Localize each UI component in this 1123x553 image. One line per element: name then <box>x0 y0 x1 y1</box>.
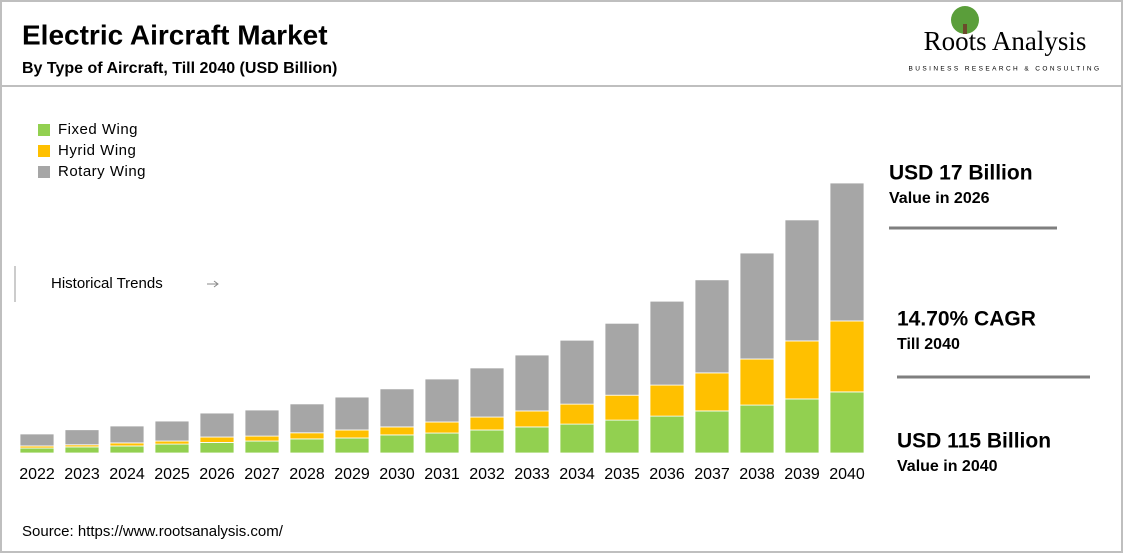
bar-segment <box>199 442 235 454</box>
bar-segment <box>289 403 325 434</box>
bar-segment <box>559 423 595 454</box>
logo-tree <box>951 6 979 34</box>
bar-segment <box>199 436 235 443</box>
x-tick-label: 2023 <box>64 466 100 483</box>
legend-swatch <box>38 124 50 136</box>
bar-segment <box>514 354 550 412</box>
bar-segment <box>289 438 325 454</box>
bar-segment <box>514 410 550 428</box>
bar-segment <box>514 426 550 454</box>
bar-segment <box>694 372 730 412</box>
bar-segment <box>829 182 865 322</box>
bar-segment <box>154 443 190 454</box>
annotation: Value in 2026 <box>889 190 990 207</box>
bar-segment <box>424 421 460 434</box>
x-tick-label: 2026 <box>199 466 235 483</box>
logo-trunk <box>963 24 967 34</box>
x-tick-label: 2038 <box>739 466 775 483</box>
bar-segment <box>604 322 640 396</box>
bar-segment <box>649 300 685 386</box>
bar-segment <box>829 320 865 393</box>
bar-segment <box>469 367 505 418</box>
bar-segment <box>334 429 370 439</box>
x-tick-label: 2033 <box>514 466 550 483</box>
logo-name: Roots Analysis <box>924 26 1087 56</box>
bar-segment <box>469 416 505 431</box>
bar-segment <box>379 388 415 428</box>
bar-segment <box>469 429 505 454</box>
x-tick-label: 2030 <box>379 466 415 483</box>
annotation: USD 115 Billion <box>897 430 1051 453</box>
annotation: USD 17 Billion <box>889 162 1033 185</box>
bar-segment <box>289 432 325 440</box>
bar-segment <box>334 396 370 431</box>
bar-segment <box>64 446 100 454</box>
x-tick-label: 2025 <box>154 466 190 483</box>
legend-label: Hyrid Wing <box>58 142 136 159</box>
bar-segment <box>424 432 460 454</box>
bar-segment <box>109 442 145 447</box>
bar-segment <box>604 419 640 454</box>
bar-segment <box>559 403 595 425</box>
bar-segment <box>694 410 730 454</box>
bar-segment <box>154 440 190 445</box>
bar-segment <box>379 434 415 454</box>
logo-tagline: BUSINESS RESEARCH & CONSULTING <box>909 66 1102 73</box>
x-tick-label: 2034 <box>559 466 595 483</box>
bar-segment <box>649 415 685 454</box>
x-tick-label: 2035 <box>604 466 640 483</box>
bar-segment <box>244 435 280 442</box>
period-label: Historical Trends <box>51 275 163 292</box>
bar-segment <box>694 279 730 374</box>
source: Source: https://www.rootsanalysis.com/ <box>22 523 284 540</box>
bar-segment <box>604 394 640 421</box>
bar-segment <box>244 440 280 454</box>
x-tick-label: 2031 <box>424 466 460 483</box>
annotation: Value in 2040 <box>897 458 998 475</box>
bar-segment <box>739 404 775 454</box>
chart-subtitle: By Type of Aircraft, Till 2040 (USD Bill… <box>22 60 337 77</box>
period-arrow-head <box>213 280 219 288</box>
annotation: Till 2040 <box>897 336 960 353</box>
x-tick-label: 2032 <box>469 466 505 483</box>
x-tick-label: 2040 <box>829 466 865 483</box>
legend-swatch <box>38 166 50 178</box>
bar-segment <box>244 409 280 437</box>
bar-segment <box>109 425 145 444</box>
x-tick-label: 2028 <box>289 466 325 483</box>
bar-segment <box>829 391 865 454</box>
bar-segment <box>424 378 460 423</box>
chart-title: Electric Aircraft Market <box>22 19 328 50</box>
legend-swatch <box>38 145 50 157</box>
bar-segment <box>19 433 55 447</box>
x-tick-label: 2036 <box>649 466 685 483</box>
x-tick-label: 2027 <box>244 466 280 483</box>
legend-label: Rotary Wing <box>58 163 146 180</box>
bar-segment <box>334 437 370 454</box>
bar-segment <box>154 420 190 442</box>
bar-segment <box>739 252 775 360</box>
bar-segment <box>379 426 415 436</box>
bar-segment <box>739 358 775 406</box>
bar-segment <box>64 429 100 446</box>
x-tick-label: 2037 <box>694 466 730 483</box>
annotation: 14.70% CAGR <box>897 308 1036 331</box>
x-tick-label: 2039 <box>784 466 820 483</box>
bar-segment <box>784 340 820 400</box>
bar-segment <box>649 384 685 417</box>
x-tick-label: 2024 <box>109 466 145 483</box>
bar-segment <box>784 219 820 342</box>
bar-segment <box>199 412 235 438</box>
x-tick-label: 2022 <box>19 466 55 483</box>
bar-segment <box>19 447 55 454</box>
legend-label: Fixed Wing <box>58 121 138 138</box>
bar-segment <box>559 339 595 405</box>
x-tick-label: 2029 <box>334 466 370 483</box>
bar-segment <box>109 445 145 454</box>
bar-segment <box>784 398 820 454</box>
